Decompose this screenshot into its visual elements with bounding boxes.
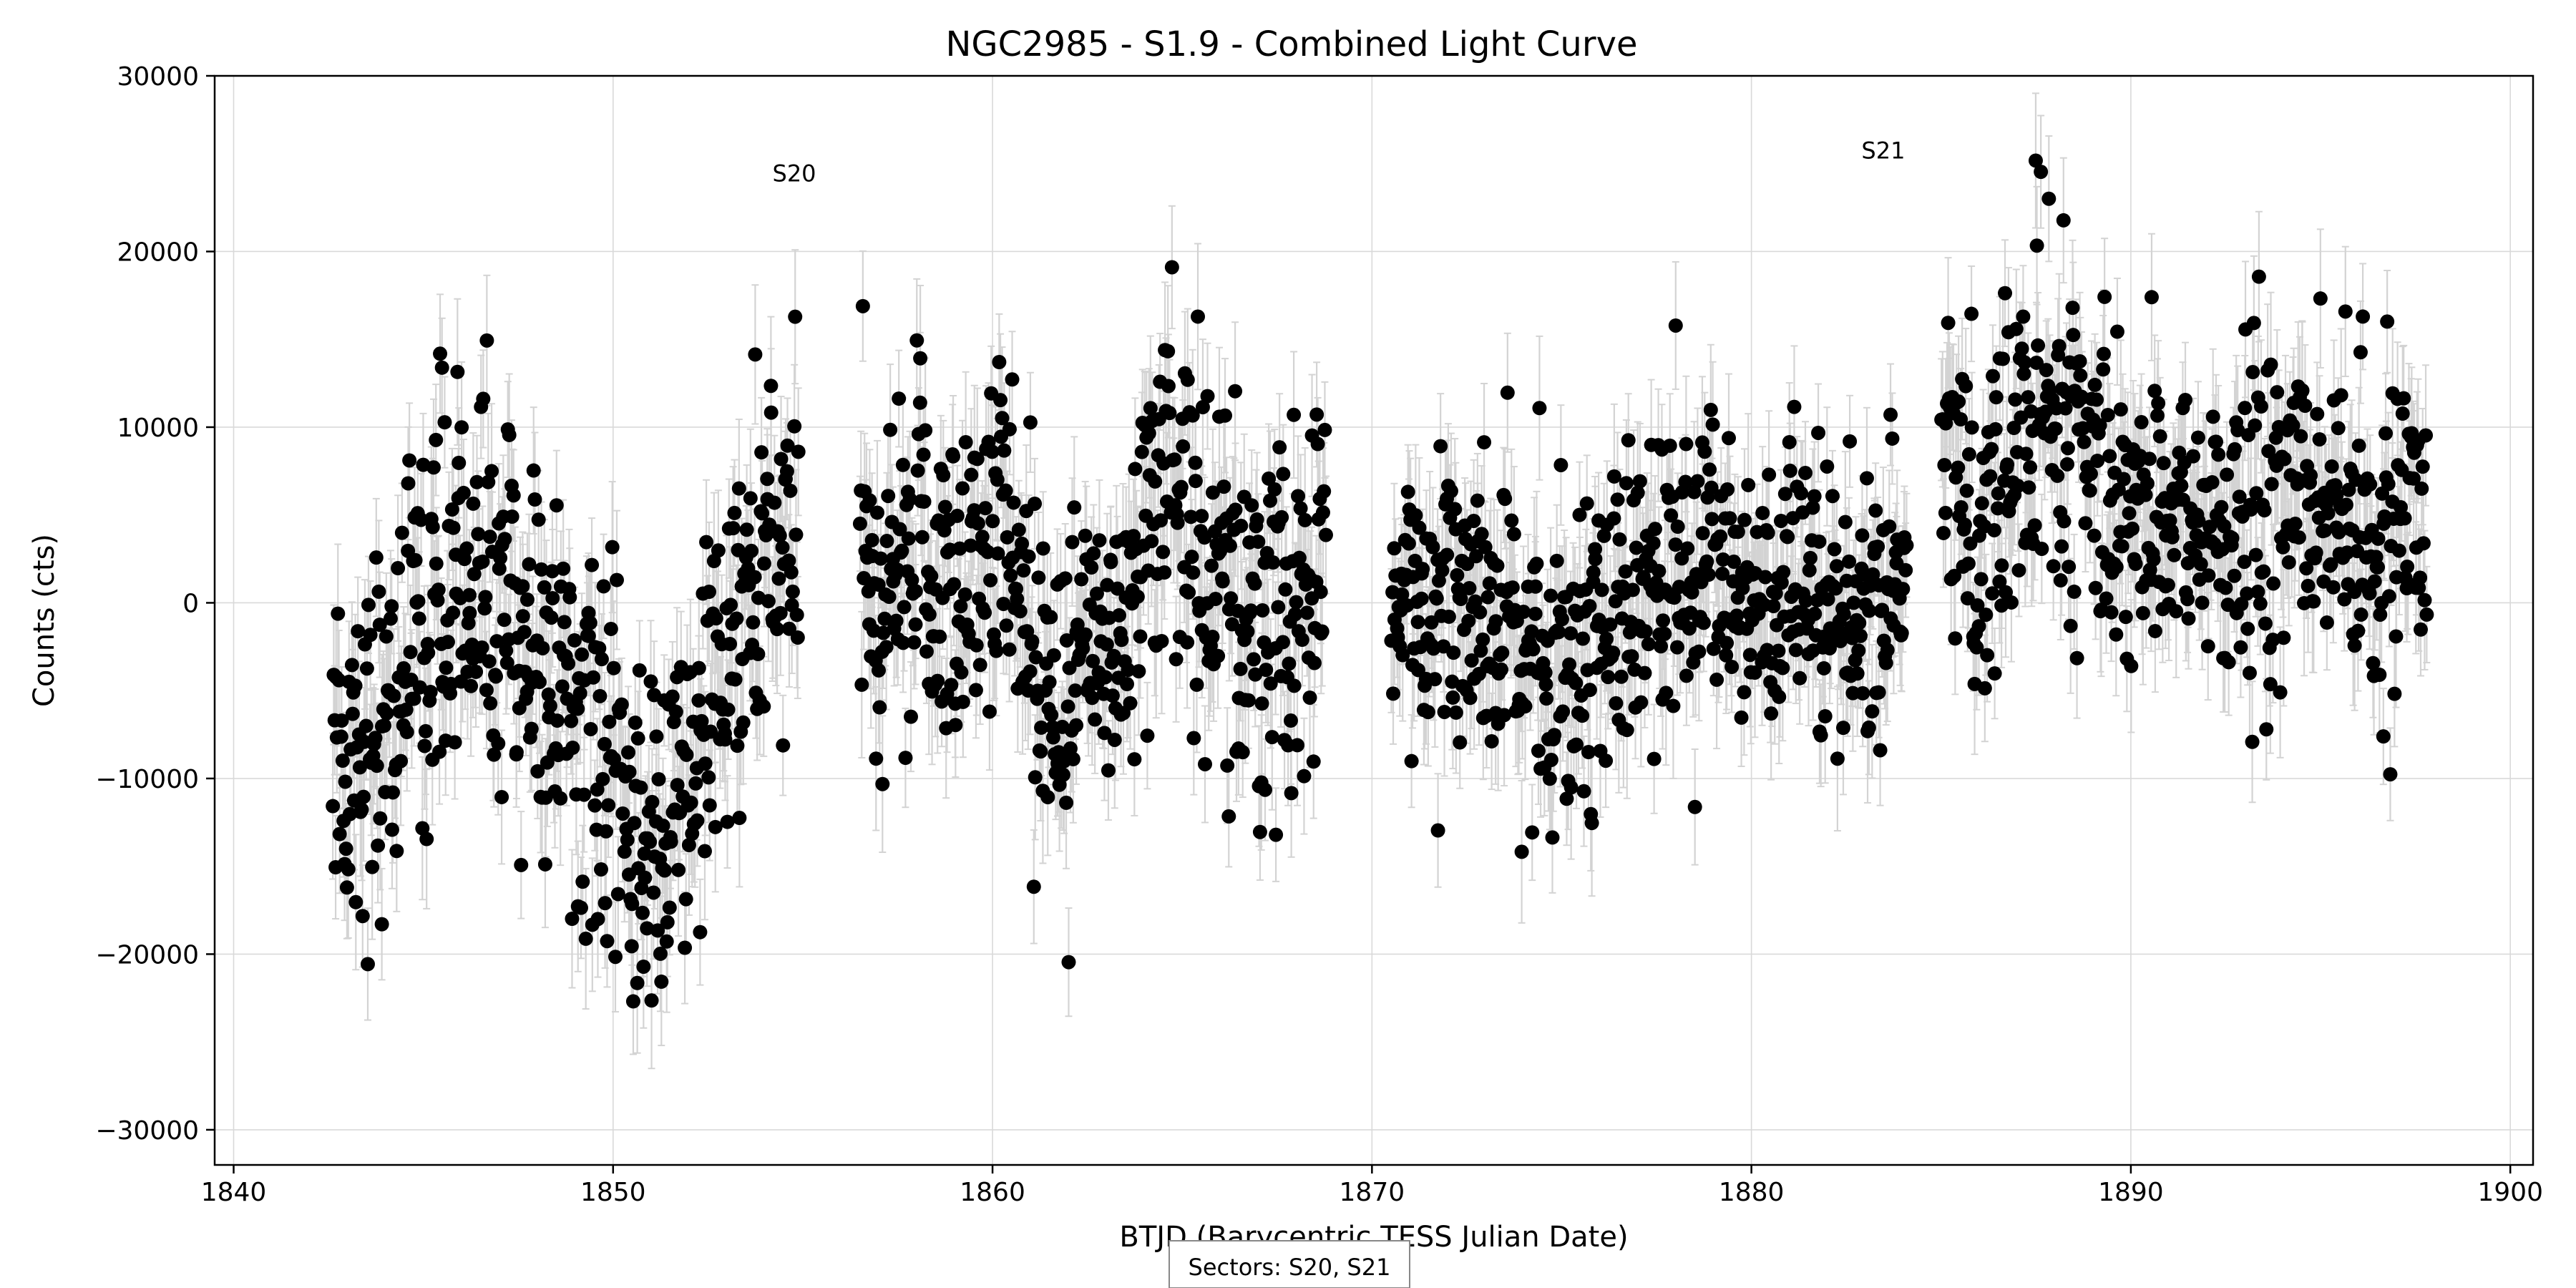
chart-title: NGC2985 - S1.9 - Combined Light Curve [945,24,1637,64]
